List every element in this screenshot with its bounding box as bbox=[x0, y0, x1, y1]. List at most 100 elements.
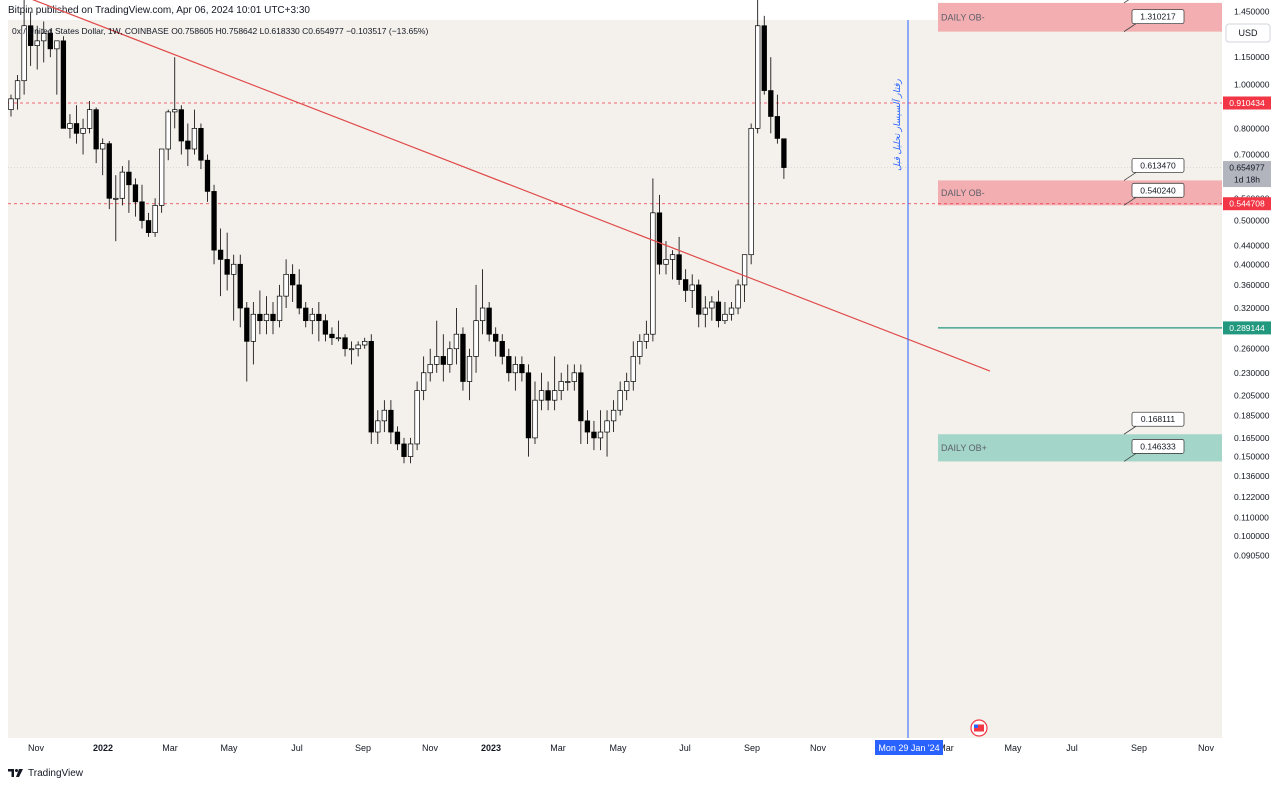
price-callout-box[interactable] bbox=[1131, 439, 1185, 454]
candle-body[interactable] bbox=[172, 109, 178, 113]
candle-body[interactable] bbox=[538, 390, 545, 401]
price-callout-box[interactable] bbox=[1131, 411, 1185, 427]
candle-body[interactable] bbox=[512, 364, 518, 374]
candle-body[interactable] bbox=[165, 111, 171, 150]
price-callout-box[interactable] bbox=[1131, 158, 1185, 173]
candle-body[interactable] bbox=[479, 307, 486, 322]
candle-body[interactable] bbox=[551, 390, 558, 401]
candle-body[interactable] bbox=[41, 32, 47, 42]
candle-body[interactable] bbox=[617, 390, 623, 411]
candle-body[interactable] bbox=[565, 381, 571, 383]
candle-body[interactable] bbox=[656, 212, 663, 265]
candle-body[interactable] bbox=[276, 295, 283, 322]
candle-body[interactable] bbox=[34, 40, 40, 46]
candle-body[interactable] bbox=[453, 333, 460, 350]
price-callout-box[interactable] bbox=[1131, 182, 1185, 198]
candle-body[interactable] bbox=[427, 364, 433, 374]
candle-body[interactable] bbox=[309, 313, 315, 322]
candle-body[interactable] bbox=[185, 140, 191, 150]
candle-body[interactable] bbox=[676, 254, 682, 280]
candle-body[interactable] bbox=[375, 420, 381, 433]
candle-body[interactable] bbox=[407, 443, 414, 457]
candle-body[interactable] bbox=[86, 109, 93, 129]
candle-body[interactable] bbox=[447, 348, 453, 365]
candle-body[interactable] bbox=[231, 263, 237, 275]
candle-body[interactable] bbox=[637, 340, 643, 357]
candle-body[interactable] bbox=[106, 143, 112, 199]
currency-button[interactable] bbox=[1225, 23, 1271, 43]
candle-body[interactable] bbox=[604, 420, 610, 433]
candle-body[interactable] bbox=[198, 128, 204, 161]
candle-body[interactable] bbox=[250, 313, 257, 342]
candle-body[interactable] bbox=[499, 340, 505, 357]
candle-body[interactable] bbox=[263, 313, 270, 322]
candle-body[interactable] bbox=[624, 381, 630, 391]
candle-body[interactable] bbox=[270, 313, 276, 322]
candle-body[interactable] bbox=[610, 409, 617, 422]
candle-body[interactable] bbox=[748, 128, 754, 256]
candle-body[interactable] bbox=[709, 301, 715, 309]
candle-body[interactable] bbox=[322, 320, 329, 335]
tradingview-brand[interactable]: TradingView bbox=[8, 766, 83, 780]
candle-body[interactable] bbox=[525, 372, 532, 439]
candle-body[interactable] bbox=[296, 284, 302, 309]
candle-body[interactable] bbox=[132, 184, 139, 203]
candle-body[interactable] bbox=[60, 40, 67, 129]
candle-body[interactable] bbox=[591, 431, 597, 439]
candle-body[interactable] bbox=[486, 307, 492, 335]
candle-body[interactable] bbox=[689, 284, 695, 291]
candle-body[interactable] bbox=[630, 356, 636, 382]
candle-body[interactable] bbox=[650, 212, 656, 335]
candle-body[interactable] bbox=[204, 159, 211, 192]
candle-body[interactable] bbox=[21, 25, 27, 82]
candle-body[interactable] bbox=[545, 390, 551, 401]
candle-body[interactable] bbox=[93, 109, 99, 150]
candle-body[interactable] bbox=[348, 348, 355, 351]
candle-body[interactable] bbox=[257, 313, 263, 322]
candle-body[interactable] bbox=[728, 307, 735, 315]
candle-body[interactable] bbox=[558, 381, 564, 391]
candle-body[interactable] bbox=[532, 399, 538, 439]
candle-body[interactable] bbox=[73, 123, 80, 134]
candle-body[interactable] bbox=[506, 356, 512, 374]
candle-body[interactable] bbox=[421, 372, 427, 391]
candle-body[interactable] bbox=[119, 171, 126, 199]
price-callout-box[interactable] bbox=[1131, 9, 1185, 25]
us-flag-event-icon[interactable] bbox=[970, 719, 988, 737]
candle-body[interactable] bbox=[388, 409, 394, 433]
candle-body[interactable] bbox=[578, 372, 584, 422]
candle-body[interactable] bbox=[368, 340, 374, 433]
candle-body[interactable] bbox=[67, 123, 73, 129]
candle-body[interactable] bbox=[519, 364, 525, 374]
candle-body[interactable] bbox=[290, 273, 296, 286]
candle-body[interactable] bbox=[54, 40, 60, 50]
candle-body[interactable] bbox=[741, 254, 748, 286]
candle-body[interactable] bbox=[178, 109, 184, 142]
candle-body[interactable] bbox=[669, 254, 676, 260]
candle-body[interactable] bbox=[774, 116, 780, 139]
candle-body[interactable] bbox=[466, 356, 473, 382]
candle-body[interactable] bbox=[316, 313, 322, 322]
candle-body[interactable] bbox=[113, 197, 119, 200]
candle-body[interactable] bbox=[217, 249, 224, 260]
candle-body[interactable] bbox=[211, 191, 217, 251]
candle-body[interactable] bbox=[8, 98, 14, 111]
candle-body[interactable] bbox=[702, 307, 708, 315]
candle-body[interactable] bbox=[126, 171, 132, 186]
candle-body[interactable] bbox=[414, 390, 420, 445]
candle-body[interactable] bbox=[571, 372, 577, 382]
candle-body[interactable] bbox=[401, 443, 407, 457]
candle-body[interactable] bbox=[139, 201, 145, 221]
candle-body[interactable] bbox=[460, 333, 466, 382]
candle-body[interactable] bbox=[722, 313, 728, 322]
candle-body[interactable] bbox=[47, 32, 53, 50]
candle-body[interactable] bbox=[755, 25, 761, 129]
candle-body[interactable] bbox=[14, 80, 21, 100]
plot-background[interactable] bbox=[8, 20, 1222, 738]
candle-body[interactable] bbox=[434, 356, 440, 365]
candle-body[interactable] bbox=[362, 340, 368, 346]
candle-body[interactable] bbox=[224, 259, 230, 275]
candle-body[interactable] bbox=[735, 284, 741, 309]
candle-body[interactable] bbox=[663, 259, 669, 265]
